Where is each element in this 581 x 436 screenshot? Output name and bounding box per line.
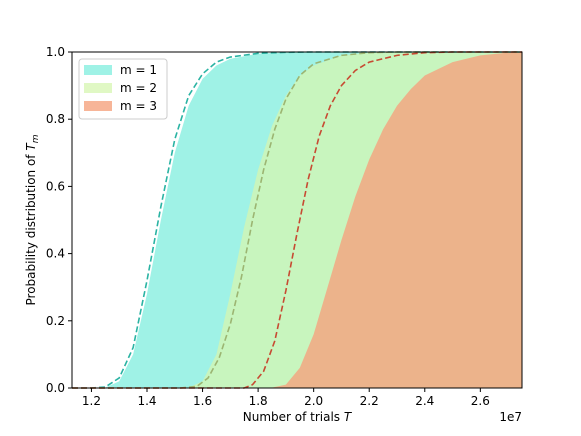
- x-tick-label: 2.4: [415, 394, 434, 408]
- y-tick-label: 0.8: [46, 112, 65, 126]
- x-axis-label: Number of trials T: [243, 410, 353, 424]
- legend: m = 1 m = 2 m = 3: [78, 58, 168, 120]
- x-tick-label: 1.6: [193, 394, 212, 408]
- legend-swatch-2: [84, 83, 112, 93]
- series-3-filled-area: [72, 52, 522, 388]
- legend-label-2: m = 2: [120, 81, 157, 95]
- legend-swatch-3: [84, 101, 112, 111]
- legend-label-3: m = 3: [120, 99, 157, 113]
- y-tick-label: 0.6: [46, 179, 65, 193]
- series-layer: [72, 51, 522, 389]
- x-tick-label: 2.2: [360, 394, 379, 408]
- x-tick-label: 2.6: [471, 394, 490, 408]
- y-axis-label: Probability distribution of Tm: [24, 134, 41, 305]
- x-tick-label: 1.4: [137, 394, 156, 408]
- y-tick-label: 0.0: [46, 381, 65, 395]
- x-tick-label: 1.2: [82, 394, 101, 408]
- y-ticks: 0.0 0.2 0.4 0.6 0.8 1.0: [46, 45, 72, 395]
- x-ticks: 1.2 1.4 1.6 1.8 2.0 2.2 2.4 2.6: [82, 388, 490, 408]
- legend-items: m = 1 m = 2 m = 3: [84, 63, 157, 113]
- series-1-dashed-curve: [72, 51, 522, 389]
- y-tick-label: 1.0: [46, 45, 65, 59]
- x-offset-label: 1e7: [499, 410, 522, 424]
- x-tick-label: 1.8: [249, 394, 268, 408]
- series-2-dashed-curve: [72, 51, 522, 389]
- plot-frame: [71, 51, 523, 389]
- legend-label-1: m = 1: [120, 63, 157, 77]
- x-tick-label: 2.0: [304, 394, 323, 408]
- legend-swatch-1: [84, 65, 112, 75]
- y-tick-label: 0.4: [46, 247, 65, 261]
- series-3-dashed-curve: [72, 51, 522, 389]
- y-tick-label: 0.2: [46, 314, 65, 328]
